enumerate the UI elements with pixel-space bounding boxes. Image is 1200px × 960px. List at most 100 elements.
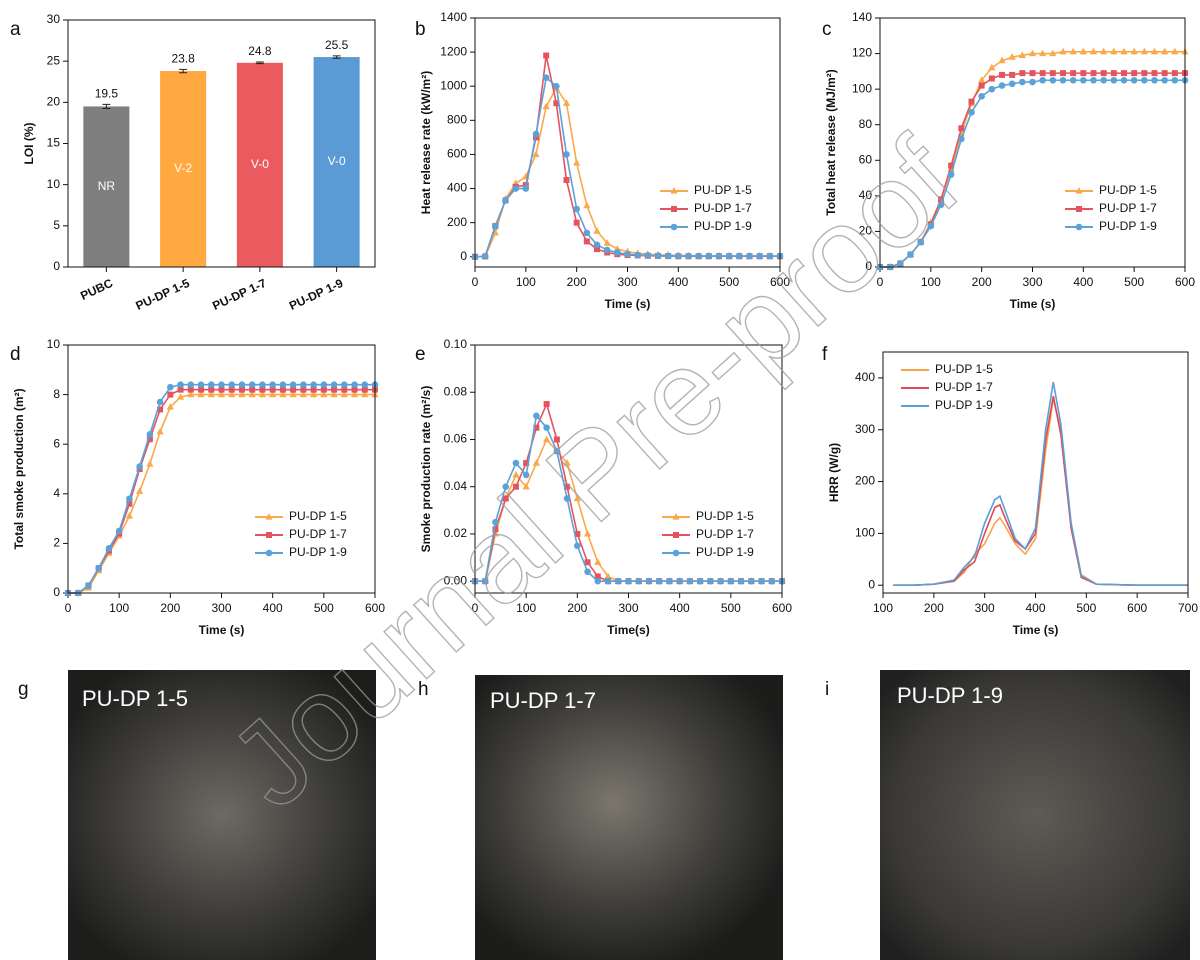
x-tick-label: 600 [770, 275, 790, 289]
y-tick-label: 5 [53, 218, 60, 232]
x-tick-label: 400 [670, 601, 690, 615]
marker [197, 381, 205, 388]
x-tick-label: 400 [263, 601, 283, 615]
marker [156, 398, 164, 406]
x-axis-label: Time (s) [605, 297, 651, 311]
legend-label: PU-DP 1-9 [694, 219, 752, 233]
marker [197, 390, 205, 398]
marker [522, 482, 530, 490]
marker [269, 381, 276, 388]
marker [614, 249, 621, 256]
marker [1140, 47, 1148, 55]
marker [238, 390, 246, 398]
marker [126, 500, 133, 507]
bar [83, 106, 130, 267]
marker [279, 390, 287, 398]
marker [218, 381, 225, 388]
marker [768, 577, 776, 585]
marker [330, 390, 338, 398]
marker [330, 381, 338, 388]
marker [350, 390, 359, 398]
y-tick-label: 10 [47, 337, 61, 351]
bar [313, 57, 360, 267]
marker [563, 459, 571, 466]
y-tick-label: 20 [859, 224, 873, 238]
photo-label: PU-DP 1-7 [490, 688, 596, 713]
x-tick-label: 500 [1124, 275, 1144, 289]
marker [259, 386, 266, 393]
y-tick-label: 2 [53, 536, 60, 550]
marker [563, 177, 570, 184]
panel-letter: c [822, 19, 832, 40]
x-tick-label: 200 [160, 601, 180, 615]
marker [1130, 47, 1138, 55]
legend-label: PU-DP 1-9 [289, 545, 347, 559]
marker [707, 577, 714, 585]
marker [917, 238, 924, 246]
value-label: 24.8 [248, 44, 272, 58]
marker [1029, 78, 1036, 86]
marker [532, 459, 540, 466]
marker [290, 386, 297, 393]
marker [897, 260, 904, 267]
marker [1100, 47, 1108, 55]
marker [958, 135, 965, 143]
series-line [893, 395, 1188, 587]
marker [670, 187, 678, 194]
marker [988, 75, 995, 82]
marker [523, 460, 530, 467]
marker [947, 171, 955, 178]
marker [361, 390, 369, 398]
y-tick-label: 100 [855, 526, 875, 540]
rating-label: V-0 [328, 154, 346, 168]
legend-label: PU-DP 1-5 [289, 509, 347, 523]
marker [1120, 47, 1128, 55]
marker [533, 424, 540, 431]
marker [341, 381, 348, 388]
panel-letter: a [10, 19, 21, 40]
marker [228, 390, 236, 398]
marker [670, 223, 678, 231]
marker [1171, 47, 1179, 55]
marker [1161, 47, 1169, 55]
marker [105, 545, 113, 552]
marker [1019, 70, 1026, 77]
marker [685, 252, 692, 260]
marker [1049, 76, 1057, 84]
marker [604, 572, 612, 580]
marker [115, 527, 123, 535]
marker [279, 381, 287, 388]
marker [625, 577, 632, 585]
y-axis-label: Total smoke production (m²) [12, 388, 26, 549]
x-tick-label: 700 [1178, 601, 1198, 615]
marker [999, 71, 1005, 78]
y-tick-label: 140 [852, 10, 872, 24]
marker [937, 201, 945, 209]
marker [300, 386, 307, 393]
x-tick-label: 100 [921, 275, 941, 289]
marker [666, 577, 673, 585]
x-tick-label: PU-DP 1-5 [133, 276, 192, 313]
panel-letter: h [418, 679, 429, 700]
marker [1080, 76, 1087, 84]
y-tick-label: 15 [47, 136, 61, 150]
x-tick-label: PU-DP 1-7 [210, 276, 269, 313]
marker [248, 381, 256, 388]
marker [634, 251, 641, 259]
marker [300, 381, 307, 388]
marker [299, 390, 307, 398]
marker [249, 386, 256, 393]
marker [672, 513, 680, 520]
marker [522, 471, 530, 479]
marker [258, 390, 267, 398]
series-line [68, 383, 375, 594]
marker [748, 577, 755, 585]
marker [492, 222, 499, 230]
marker [269, 386, 276, 393]
marker [594, 558, 602, 565]
marker [573, 158, 581, 166]
marker [361, 381, 369, 388]
marker [512, 459, 520, 467]
y-tick-label: 0 [53, 585, 60, 599]
marker [695, 252, 702, 260]
